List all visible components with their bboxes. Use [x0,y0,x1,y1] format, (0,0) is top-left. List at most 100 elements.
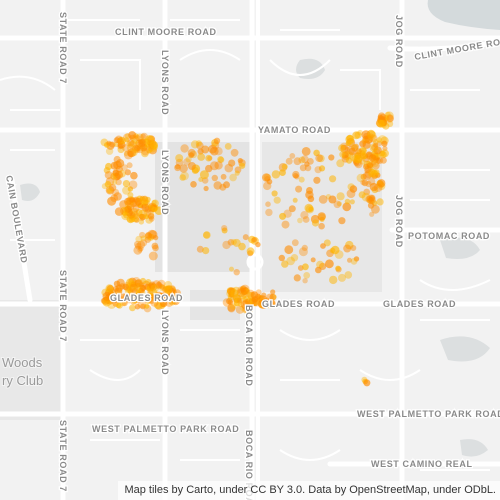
road-label-lyons-mid: LYONS ROAD [160,150,170,215]
road-label-clint-moore: CLINT MOORE ROAD [115,27,217,37]
density-point [148,216,155,222]
density-point [118,142,124,149]
density-point [359,140,366,148]
density-point [278,254,285,262]
density-point [217,156,224,163]
density-point [255,293,262,300]
density-point [289,153,296,159]
density-point [133,245,143,255]
density-point [340,144,347,151]
density-point [223,181,230,189]
density-point [127,150,134,158]
density-point [112,286,119,292]
density-point [264,176,271,182]
density-point [134,303,141,310]
density-point [128,131,137,140]
density-point [295,185,303,193]
density-point [315,154,324,163]
density-point [126,141,132,147]
density-point [190,140,200,149]
density-point [265,208,273,217]
density-point [318,222,325,230]
density-point [363,379,371,387]
density-point [336,192,345,201]
density-point [255,289,262,296]
density-point [144,214,149,220]
density-point [198,177,204,182]
density-point [220,173,227,180]
density-point [132,208,138,214]
density-point [317,212,326,221]
road-label-glades-west: GLADES ROAD [110,293,183,303]
density-point [237,286,245,294]
density-point [214,161,223,170]
density-point [306,187,313,194]
density-point [203,231,211,239]
density-point [130,281,137,288]
density-point [350,245,357,251]
density-point [149,283,158,291]
density-point [234,166,242,174]
density-point [339,151,346,158]
density-point [205,154,212,162]
density-point [124,137,130,143]
density-point [179,164,188,173]
density-point [316,260,324,269]
density-point [173,289,182,298]
density-point [140,235,147,242]
park-area [0,300,62,420]
density-point [203,231,210,239]
density-point [386,114,394,122]
density-point [115,302,122,309]
density-point [140,133,146,139]
density-point [228,159,236,167]
density-point [134,279,143,287]
density-point [152,280,162,289]
density-point [329,275,338,285]
density-point [150,294,158,301]
road-label-glades-east: GLADES ROAD [383,299,456,309]
road-label-state-road-7-north: STATE ROAD 7 [58,12,68,84]
density-point [140,239,148,247]
density-point [105,284,114,293]
density-point [148,251,158,261]
density-point [271,170,281,179]
density-point [129,283,139,293]
density-point [358,191,366,199]
density-point [124,205,132,213]
density-point [281,220,290,229]
density-point [114,170,123,180]
road-label-yamato: YAMATO ROAD [258,125,331,135]
density-point [141,203,150,212]
density-point [147,213,155,220]
density-point [238,242,246,251]
density-point [336,201,342,207]
density-point [269,293,277,301]
density-point [329,247,336,254]
density-point [311,219,320,227]
density-point [134,294,142,302]
lake [20,183,40,201]
density-point [366,162,374,169]
density-point [227,239,235,246]
density-point [377,112,386,120]
density-point [155,281,163,289]
lake [440,336,490,362]
density-point [137,247,143,253]
density-point [138,209,147,219]
density-point [239,162,246,169]
density-point [373,142,379,148]
cain-boulevard [9,177,33,303]
density-point [365,180,372,188]
road-label-glades-mid: GLADES ROAD [262,299,335,309]
density-point [349,185,358,193]
density-point [292,197,298,203]
density-point [205,164,213,173]
density-point [122,180,130,188]
road-label-camino-real: WEST CAMINO REAL [371,459,473,469]
density-point [293,274,301,282]
density-point [263,181,272,191]
density-point [381,140,388,147]
density-point [355,148,362,155]
